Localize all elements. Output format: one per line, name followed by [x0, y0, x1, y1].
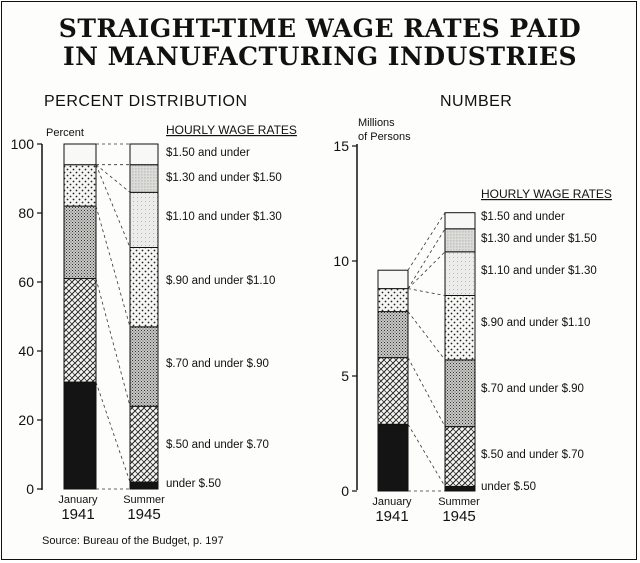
right-bar-segment — [377, 269, 409, 290]
left-y-tick-label: 40 — [18, 343, 34, 359]
left-connector-line — [95, 205, 131, 327]
right-bar-segment — [444, 228, 476, 253]
right-bar-segment — [444, 212, 476, 230]
right-y-tick-label: 10 — [333, 253, 349, 269]
right-bar-segment — [444, 251, 476, 297]
left-bar-segment — [63, 164, 97, 207]
right-y-tick-label: 5 — [341, 368, 349, 384]
left-category-label: 1945 — [127, 506, 160, 523]
right-y-axis-label-line-1: Millions — [358, 117, 395, 129]
right-legend-label: $.70 and under $.90 — [481, 383, 584, 395]
left-legend-label: $1.50 and under — [166, 147, 250, 159]
right-connector-line — [407, 357, 446, 427]
left-connector-line — [95, 278, 131, 407]
right-bar-segment — [444, 295, 476, 361]
left-connector-line — [95, 164, 131, 193]
left-bar-segment — [129, 481, 159, 490]
right-bar-segment — [377, 423, 409, 492]
left-connector-line — [95, 381, 131, 483]
right-y-tick-label: 0 — [341, 483, 349, 499]
left-bar-segment — [63, 143, 97, 166]
left-category-label: Summer — [123, 494, 165, 506]
chart-title-line-2: IN MANUFACTURING INDUSTRIES — [62, 42, 578, 71]
left-y-tick-label: 0 — [26, 481, 34, 497]
right-connector-line — [407, 311, 446, 361]
right-y-tick-label: 15 — [333, 138, 349, 154]
left-legend-label: $.70 and under $.90 — [166, 358, 269, 370]
left-legend-label: $.90 and under $1.10 — [166, 275, 275, 287]
left-category-label: 1941 — [61, 506, 94, 523]
right-bar-segment — [377, 357, 409, 425]
left-y-tick-label: 20 — [18, 412, 34, 428]
right-bar-segment — [377, 288, 409, 313]
source-note: Source: Bureau of the Budget, p. 197 — [42, 535, 224, 547]
left-bar-segment — [129, 247, 159, 328]
left-y-tick-label: 60 — [18, 274, 34, 290]
left-bar-segment — [63, 205, 97, 280]
left-bar-segment — [129, 164, 159, 193]
right-legend-label: $1.30 and under $1.50 — [481, 233, 597, 245]
right-connector-line — [407, 288, 446, 296]
right-y-axis-label-line-2: of Persons — [358, 131, 411, 143]
left-legend-title: HOURLY WAGE RATES — [166, 123, 297, 137]
left-legend-label: $1.10 and under $1.30 — [166, 211, 282, 223]
right-bar-segment — [377, 311, 409, 359]
left-legend-label: $.50 and under $.70 — [166, 439, 269, 451]
left-legend-label: $1.30 and under $1.50 — [166, 172, 282, 184]
right-bar-segment — [444, 485, 476, 492]
left-connector-line — [95, 164, 131, 248]
left-bar-segment — [129, 326, 159, 407]
right-connector-line — [407, 424, 446, 487]
right-legend-label: $1.50 and under — [481, 211, 565, 223]
left-bar-segment — [63, 381, 97, 490]
right-bar-segment — [444, 359, 476, 428]
left-legend-label: under $.50 — [166, 478, 221, 490]
chart-title-line-1: STRAIGHT-TIME WAGE RATES PAID — [58, 14, 582, 43]
right-category-label: 1941 — [375, 508, 408, 525]
left-panel-title: PERCENT DISTRIBUTION — [44, 93, 248, 110]
right-legend-label: $.50 and under $.70 — [481, 449, 584, 461]
right-bar-segment — [444, 426, 476, 487]
left-bar-segment — [129, 143, 159, 166]
right-panel-title: NUMBER — [440, 93, 512, 110]
right-legend-label: under $.50 — [481, 481, 536, 493]
left-y-axis-label: Percent — [46, 127, 84, 139]
right-connector-line — [407, 251, 446, 289]
left-bar-segment — [129, 405, 159, 483]
right-connector-line — [407, 212, 446, 271]
left-bar-segment — [129, 191, 159, 249]
right-connector-line — [407, 228, 446, 289]
right-legend-title: HOURLY WAGE RATES — [481, 187, 612, 201]
left-y-tick-label: 80 — [18, 205, 34, 221]
left-bar-segment — [63, 278, 97, 383]
right-category-label: 1945 — [442, 508, 475, 525]
right-legend-label: $.90 and under $1.10 — [481, 317, 590, 329]
right-category-label: January — [372, 496, 412, 508]
left-y-tick-label: 100 — [11, 136, 35, 152]
right-category-label: Summer — [438, 496, 480, 508]
left-category-label: January — [58, 494, 98, 506]
right-legend-label: $1.10 and under $1.30 — [481, 265, 597, 277]
